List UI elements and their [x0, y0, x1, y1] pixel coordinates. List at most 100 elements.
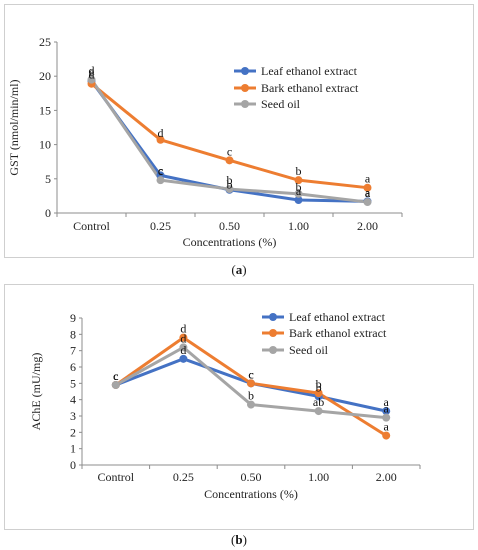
chart0-x-tick-label-3: 1.00: [288, 219, 309, 233]
chart0-point-2-0: [87, 75, 96, 84]
chart1-legend-label-2: Seed oil: [289, 343, 329, 357]
chart1-point-2-2: [247, 400, 255, 409]
chart1-point-2-1: [179, 343, 188, 352]
chart0-y-tick-label-2: 10: [39, 138, 51, 152]
chart1-letter-0-4: a: [384, 395, 390, 409]
chart0-letter-1-3: b: [296, 164, 302, 178]
chart1-letter-2-0: c: [113, 369, 118, 383]
chart0-legend-label-1: Bark ethanol extract: [261, 81, 359, 95]
chart1-letter-1-3: b: [316, 377, 322, 391]
chart0-letter-2-0: d: [89, 64, 95, 78]
chart0-letter-1-4: a: [365, 172, 371, 186]
chart0-x-tick-label-2: 0.50: [219, 219, 240, 233]
chart1-point-2-3: [314, 407, 323, 416]
chart1-letter-2-3: ab: [313, 395, 324, 409]
chart0-letter-2-1: c: [158, 164, 163, 178]
chart1-point-2-0: [111, 380, 120, 389]
chart0-letter-2-4: a: [365, 186, 371, 200]
chart1-y-tick-label-8: 8: [70, 327, 76, 341]
chart1-letter-0-0: c: [113, 369, 118, 383]
chart1-letter-1-4: a: [384, 420, 390, 434]
chart1-point-1-1: [179, 333, 188, 342]
chart0-letter-1-0: d: [89, 68, 95, 82]
chart1-x-tick-label-2: 0.50: [241, 470, 262, 484]
chart0-legend-label-0: Leaf ethanol extract: [261, 64, 358, 78]
chart1-legend-marker-1: [269, 329, 277, 337]
chart1-letter-1-1: d: [180, 322, 186, 336]
chart1-x-tick-label-4: 2.00: [376, 470, 397, 484]
chart1-point-1-4: [382, 431, 391, 440]
chart1-point-0-1: [179, 354, 188, 363]
chart1-y-tick-label-7: 7: [70, 344, 76, 358]
chart1-y-tick-label-0: 0: [70, 458, 76, 472]
chart0-legend-marker-0: [241, 67, 249, 75]
caption-b: (b): [0, 532, 478, 548]
chart1-x-tick-label-1: 0.25: [173, 470, 194, 484]
chart0-letter-2-3: b: [296, 180, 302, 194]
chart1-y-tick-label-6: 6: [70, 360, 76, 374]
chart1-legend-label-0: Leaf ethanol extract: [289, 310, 386, 324]
chart0-point-1-3: [294, 176, 303, 185]
chart0-x-tick-label-4: 2.00: [357, 219, 378, 233]
chart1-letter-1-0: c: [113, 369, 118, 383]
chart1-legend-marker-0: [269, 313, 277, 321]
caption-a-letter: a: [235, 262, 243, 277]
chart1-letter-1-2: c: [248, 367, 253, 381]
chart0-letter-0-1: c: [158, 163, 163, 177]
chart1-y-tick-label-4: 4: [70, 393, 76, 407]
chart0-point-0-3: [294, 196, 303, 205]
chart0-x-axis-title: Concentrations (%): [183, 235, 277, 249]
chart1-x-tick-label-0: Control: [97, 470, 134, 484]
chart1-y-tick-label-3: 3: [70, 409, 76, 423]
chart0-letter-1-1: d: [158, 126, 164, 140]
chart1-y-tick-label-9: 9: [70, 311, 76, 325]
chart1-letter-2-4: a: [384, 402, 390, 416]
chart1-legend-marker-2: [269, 346, 277, 354]
chart1-letter-2-1: d: [180, 331, 186, 345]
chart0-letter-2-2: b: [227, 173, 233, 187]
chart0-letter-0-0: e: [89, 65, 94, 79]
chart1-letter-0-3: b: [316, 380, 322, 394]
chart1-legend-label-1: Bark ethanol extract: [289, 326, 387, 340]
chart1-point-1-2: [247, 379, 255, 388]
chart1-y-tick-label-5: 5: [70, 376, 76, 390]
chart1-y-axis-title: AChE (mU/mg): [29, 353, 43, 431]
chart1-letter-0-1: d: [180, 343, 186, 357]
chart-panel-a: [4, 4, 474, 258]
chart0-x-tick-label-0: Control: [73, 219, 110, 233]
caption-a-open: (: [231, 262, 236, 277]
chart1-y-tick-label-1: 1: [70, 442, 76, 456]
caption-b-open: (: [231, 532, 236, 547]
chart0-legend-marker-2: [241, 100, 249, 108]
chart0-letter-0-4: a: [365, 185, 371, 199]
chart0-point-2-4: [363, 198, 372, 207]
caption-a: (a): [0, 262, 478, 278]
caption-b-letter: b: [235, 532, 243, 547]
chart0-legend-marker-1: [241, 84, 249, 92]
chart0-letter-0-3: a: [296, 184, 302, 198]
chart0-point-1-1: [156, 135, 165, 144]
chart0-point-1-2: [225, 156, 234, 165]
chart1-letter-0-2: c: [248, 367, 253, 381]
chart0-letter-0-2: b: [227, 178, 233, 192]
chart0-y-tick-label-3: 15: [39, 103, 51, 117]
chart0-y-tick-label-4: 20: [39, 69, 51, 83]
chart0-y-tick-label-5: 25: [39, 35, 51, 49]
chart0-legend-label-2: Seed oil: [261, 97, 301, 111]
chart0-y-tick-label-0: 0: [45, 206, 51, 220]
chart0-point-2-3: [294, 189, 303, 198]
caption-a-close: ): [242, 262, 247, 277]
caption-b-close: ): [242, 532, 247, 547]
chart1-point-0-4: [382, 407, 391, 416]
chart0-y-axis-title: GST (nmol/min/ml): [7, 79, 21, 175]
chart1-point-1-3: [314, 389, 323, 398]
chart0-point-2-2: [225, 185, 234, 194]
chart0-y-tick-label-1: 5: [45, 172, 51, 186]
chart1-x-axis-title: Concentrations (%): [204, 487, 298, 501]
chart1-point-2-4: [382, 413, 391, 422]
chart0-letter-1-2: c: [227, 144, 232, 158]
chart0-point-1-4: [363, 183, 372, 192]
chart1-y-tick-label-2: 2: [70, 425, 76, 439]
chart1-letter-2-2: b: [248, 389, 254, 403]
